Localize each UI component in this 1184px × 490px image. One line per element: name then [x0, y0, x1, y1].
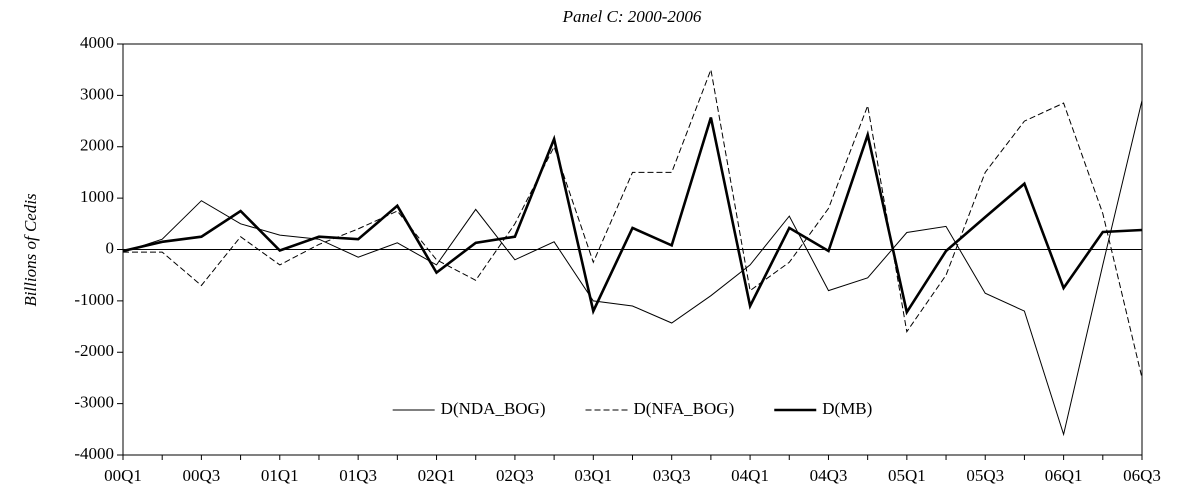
x-tick-label: 00Q3: [182, 466, 220, 485]
legend-label: D(NFA_BOG): [634, 399, 735, 418]
x-tick-label: 03Q3: [653, 466, 691, 485]
y-tick-label: 2000: [80, 136, 114, 155]
x-tick-label: 04Q3: [810, 466, 848, 485]
series-line: [123, 67, 1143, 379]
x-tick-label: 04Q1: [731, 466, 769, 485]
y-axis-title: Billions of Cedis: [21, 193, 40, 307]
x-tick-label: 06Q3: [1123, 466, 1161, 485]
x-tick-label: 03Q1: [574, 466, 612, 485]
x-tick-label: 05Q3: [966, 466, 1004, 485]
x-tick-label: 02Q1: [418, 466, 456, 485]
x-tick-label: 01Q3: [339, 466, 377, 485]
y-tick-label: -1000: [74, 290, 114, 309]
chart-title: Panel C: 2000-2006: [562, 7, 702, 26]
y-tick-label: -4000: [74, 444, 114, 463]
legend-label: D(NDA_BOG): [441, 399, 546, 418]
y-tick-label: 3000: [80, 84, 114, 103]
x-tick-label: 02Q3: [496, 466, 534, 485]
legend-label: D(MB): [822, 399, 872, 418]
series-line: [122, 100, 1143, 437]
y-tick-label: 4000: [80, 33, 114, 52]
y-tick-label: 0: [106, 238, 115, 257]
x-tick-label: 06Q1: [1045, 466, 1083, 485]
series-line: [122, 117, 1143, 316]
y-tick-label: 1000: [80, 187, 114, 206]
x-tick-label: 01Q1: [261, 466, 299, 485]
x-tick-label: 05Q1: [888, 466, 926, 485]
y-tick-label: -3000: [74, 393, 114, 412]
y-tick-label: -2000: [74, 341, 114, 360]
x-tick-label: 00Q1: [104, 466, 142, 485]
